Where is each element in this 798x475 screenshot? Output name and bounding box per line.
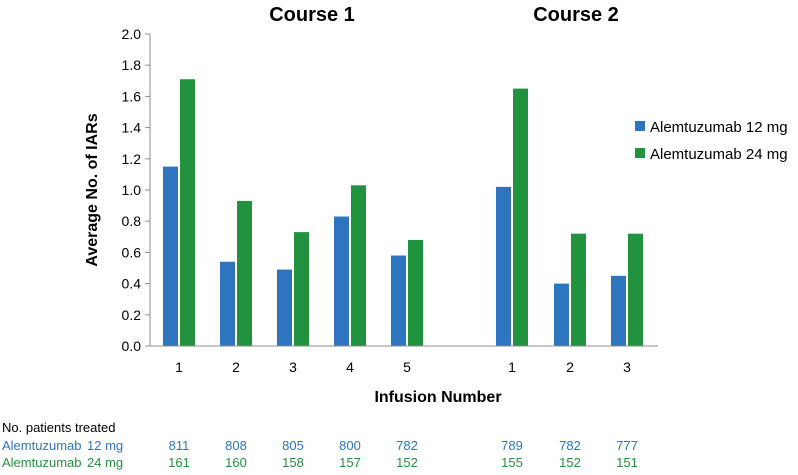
- bar-c1-inf1-12mg: [163, 166, 178, 346]
- row-label-drug: Alemtuzumab: [2, 455, 81, 470]
- patients-count-c2: 152: [559, 455, 581, 470]
- x-tick-label: 3: [289, 359, 297, 375]
- y-tick-label: 0.2: [122, 307, 142, 323]
- patients-table-header: No. patients treated: [2, 420, 115, 435]
- patients-count-c2: 155: [501, 455, 523, 470]
- patients-count-c1: 782: [396, 438, 418, 453]
- row-label-drug: Alemtuzumab: [2, 438, 81, 453]
- course-title-2: Course 2: [533, 4, 619, 26]
- x-tick-label: 1: [508, 359, 516, 375]
- x-tick-label: 2: [232, 359, 240, 375]
- patients-count-c2: 782: [559, 438, 581, 453]
- patients-count-c2: 151: [616, 455, 638, 470]
- y-tick-label: 0.0: [122, 338, 142, 354]
- y-tick-label: 0.8: [122, 213, 142, 229]
- x-tick-label: 2: [566, 359, 574, 375]
- patients-count-c1: 808: [225, 438, 247, 453]
- legend-label-12mg: Alemtuzumab 12 mg: [650, 119, 788, 136]
- legend-label-24mg: Alemtuzumab 24 mg: [650, 146, 788, 163]
- y-tick-label: 1.6: [122, 88, 142, 104]
- bar-c1-inf2-12mg: [220, 261, 235, 346]
- y-tick-label: 2.0: [122, 26, 142, 42]
- x-tick-label: 3: [623, 359, 631, 375]
- patients-count-c2: 789: [501, 438, 523, 453]
- legend-swatch-24mg: [635, 148, 645, 158]
- bar-c1-inf3-12mg: [277, 269, 292, 346]
- patients-count-c1: 805: [282, 438, 304, 453]
- x-tick-label: 1: [175, 359, 183, 375]
- bar-c2-inf2-12mg: [554, 283, 569, 346]
- patients-count-c1: 152: [396, 455, 418, 470]
- x-tick-label: 4: [346, 359, 354, 375]
- y-tick-label: 1.8: [122, 57, 142, 73]
- patients-count-c1: 157: [339, 455, 361, 470]
- bar-c2-inf3-24mg: [628, 233, 643, 346]
- patients-row-label-24mg: Alemtuzumab 24 mg: [2, 455, 123, 470]
- bar-c1-inf5-24mg: [408, 239, 423, 346]
- patients-count-c1: 158: [282, 455, 304, 470]
- bar-c1-inf5-12mg: [391, 255, 406, 346]
- y-axis-title: Average No. of IARs: [84, 113, 101, 266]
- y-tick-label: 0.4: [122, 276, 142, 292]
- row-label-dose: 24 mg: [87, 455, 123, 470]
- bar-c1-inf3-24mg: [294, 232, 309, 346]
- patients-count-c2: 777: [616, 438, 638, 453]
- row-label-dose: 12 mg: [87, 438, 123, 453]
- bar-c2-inf1-24mg: [513, 88, 528, 346]
- course-title-1: Course 1: [269, 4, 355, 26]
- bar-c1-inf4-12mg: [334, 216, 349, 346]
- patients-count-c1: 800: [339, 438, 361, 453]
- bar-c2-inf1-12mg: [496, 186, 511, 346]
- patients-count-c1: 160: [225, 455, 247, 470]
- patients-count-c1: 811: [169, 438, 190, 453]
- bar-c2-inf3-12mg: [611, 275, 626, 346]
- bar-c1-inf4-24mg: [351, 185, 366, 346]
- bar-c2-inf2-24mg: [571, 233, 586, 346]
- patients-row-label-12mg: Alemtuzumab 12 mg: [2, 438, 123, 453]
- patients-count-c1: 161: [168, 455, 190, 470]
- bar-c1-inf2-24mg: [237, 200, 252, 346]
- legend-swatch-12mg: [635, 121, 645, 131]
- bar-c1-inf1-24mg: [180, 79, 195, 347]
- x-tick-label: 5: [403, 359, 411, 375]
- y-tick-label: 0.6: [122, 244, 142, 260]
- x-axis-title: Infusion Number: [374, 389, 501, 406]
- y-tick-label: 1.4: [122, 120, 142, 136]
- y-tick-label: 1.2: [122, 151, 142, 167]
- y-tick-label: 1.0: [122, 182, 142, 198]
